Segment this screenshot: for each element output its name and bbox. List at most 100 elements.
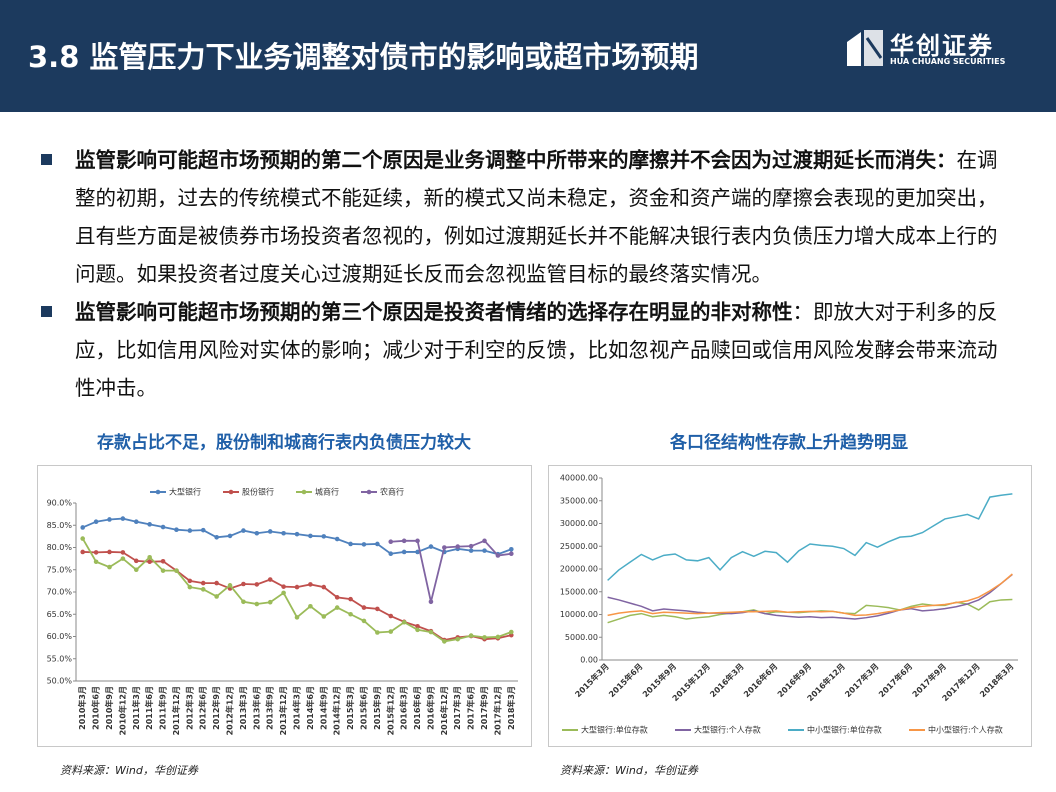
line-marker xyxy=(120,556,126,561)
line-marker xyxy=(133,558,139,564)
line-marker xyxy=(214,594,219,599)
y-tick-label: 35000.00 xyxy=(560,496,598,505)
x-tick-label: 2011年9月 xyxy=(158,686,168,730)
line-marker xyxy=(294,615,300,620)
x-tick-label: 2010年12月 xyxy=(117,686,127,735)
line-marker xyxy=(160,568,166,573)
line-marker xyxy=(147,559,152,565)
line-marker xyxy=(160,524,166,530)
x-tick-label: 2012年12月 xyxy=(225,686,235,735)
line-marker xyxy=(133,519,139,524)
line-marker xyxy=(401,549,407,555)
line-marker xyxy=(227,583,233,588)
legend-label: 农商行 xyxy=(380,487,404,497)
y-tick-label: 10000.00 xyxy=(560,610,598,619)
line-marker xyxy=(308,603,313,609)
y-tick-label: 20000.00 xyxy=(560,565,598,574)
line-marker xyxy=(388,613,394,619)
x-tick-label: 2014年9月 xyxy=(318,686,328,730)
line-marker xyxy=(120,516,126,521)
chart-frame xyxy=(548,465,1032,747)
y-tick-label: 85.0% xyxy=(47,521,73,530)
x-tick-label: 2017年6月 xyxy=(466,686,476,730)
line-marker xyxy=(200,587,206,592)
x-tick-label: 2010年6月 xyxy=(91,686,101,730)
legend-label: 中小型银行:个人存款 xyxy=(928,725,1003,735)
line-marker xyxy=(227,533,233,539)
line-marker xyxy=(415,549,420,555)
legend-label: 城商行 xyxy=(315,487,339,497)
y-tick-label: 25000.00 xyxy=(560,542,598,551)
legend-marker xyxy=(155,489,161,495)
line-marker xyxy=(388,629,394,634)
x-tick-label: 2016年12月 xyxy=(439,686,449,735)
line-marker xyxy=(401,619,407,625)
series-line xyxy=(82,551,512,642)
x-tick-label: 2016年9月 xyxy=(425,686,435,730)
x-tick-label: 2012年9月 xyxy=(211,686,221,730)
bullet-marker xyxy=(41,306,52,317)
line-marker xyxy=(468,543,474,549)
logo-icon xyxy=(847,30,883,66)
line-marker xyxy=(107,549,112,555)
x-tick-label: 2016年6月 xyxy=(412,686,422,730)
line-marker xyxy=(107,517,112,522)
bullet-text: ：即放大对于利多的反应，比如信用风险对实体的影响；减少对于利空的反馈，比如忽视产… xyxy=(75,300,998,400)
x-tick-label: 2011年6月 xyxy=(144,686,154,730)
line-marker xyxy=(348,541,353,547)
y-tick-label: 80.0% xyxy=(47,543,73,552)
line-marker xyxy=(214,534,219,540)
line-marker xyxy=(107,564,112,570)
line-marker xyxy=(241,528,246,533)
line-marker xyxy=(308,582,313,587)
line-marker xyxy=(334,595,340,600)
line-marker xyxy=(455,636,461,642)
x-tick-label: 2013年6月 xyxy=(251,686,261,730)
line-marker xyxy=(254,601,260,607)
line-marker xyxy=(428,599,434,605)
x-tick-label: 2011年3月 xyxy=(131,686,141,730)
line-marker xyxy=(174,527,179,532)
line-marker xyxy=(388,551,394,557)
legend-label: 大型银行:个人存款 xyxy=(694,725,761,735)
line-marker xyxy=(509,551,514,557)
line-marker xyxy=(200,580,206,586)
line-marker xyxy=(281,530,286,536)
x-tick-label: 2015年9月 xyxy=(640,661,678,699)
line-marker xyxy=(334,536,340,542)
y-tick-label: 75.0% xyxy=(47,565,73,574)
series-line xyxy=(607,493,1013,581)
x-tick-label: 2013年12月 xyxy=(278,686,288,735)
line-marker xyxy=(187,528,193,533)
line-marker xyxy=(241,599,246,605)
line-marker xyxy=(375,541,380,547)
line-marker xyxy=(281,584,286,589)
x-tick-label: 2013年9月 xyxy=(265,686,275,730)
x-tick-label: 2015年6月 xyxy=(358,686,368,730)
line-marker xyxy=(468,633,474,638)
line-marker xyxy=(267,599,273,605)
line-marker xyxy=(321,534,327,539)
legend-marker xyxy=(366,489,372,495)
line-marker xyxy=(348,611,353,617)
line-marker xyxy=(321,584,327,590)
line-marker xyxy=(415,623,420,629)
line-marker xyxy=(214,580,219,586)
y-tick-label: 70.0% xyxy=(47,588,73,597)
y-tick-label: 55.0% xyxy=(47,654,73,663)
x-tick-label: 2015年6月 xyxy=(606,661,644,699)
line-marker xyxy=(80,549,85,555)
line-marker xyxy=(442,545,447,550)
line-marker xyxy=(133,567,139,573)
x-tick-label: 2012年3月 xyxy=(184,686,194,730)
line-marker xyxy=(80,525,85,530)
line-marker xyxy=(348,596,353,602)
y-tick-label: 0.00 xyxy=(580,656,598,665)
line-marker xyxy=(361,605,367,610)
x-tick-label: 2016年9月 xyxy=(775,661,813,699)
source-note: 资料来源：Wind，华创证券 xyxy=(560,764,698,777)
bullet: 监管影响可能超市场预期的第二个原因是业务调整中所带来的摩擦并不会因为过渡期延长而… xyxy=(75,141,1015,293)
x-tick-label: 2016年3月 xyxy=(399,686,409,730)
